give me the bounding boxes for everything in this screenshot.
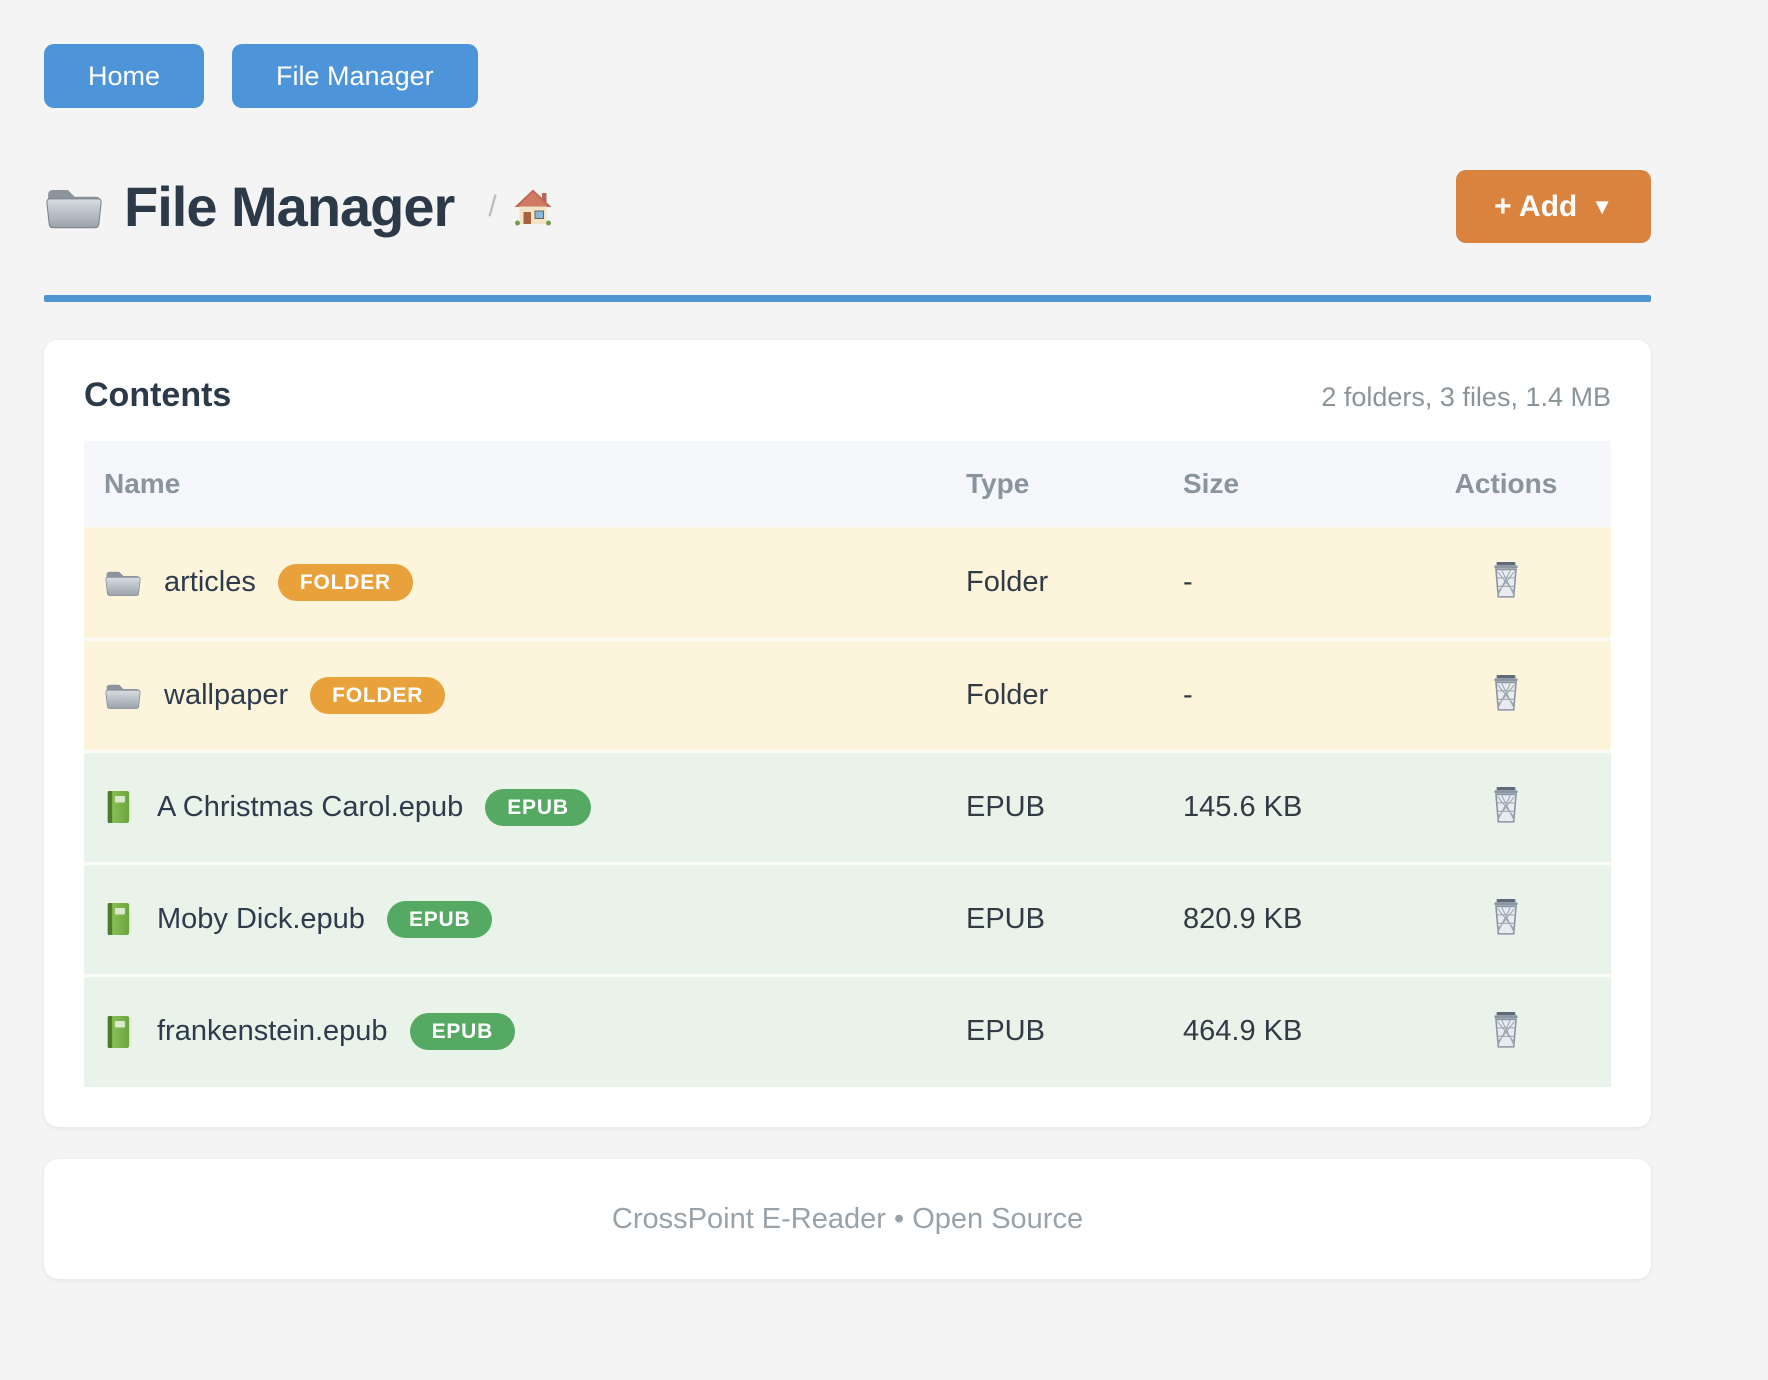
file-size: 820.9 KB [1163,861,1401,975]
page-header: File Manager / + Add ▼ [44,170,1651,243]
delete-button[interactable] [1485,782,1527,828]
book-icon [107,791,132,823]
file-type: Folder [946,637,1163,751]
table-row-moby-dick[interactable]: Moby Dick.epub EPUB EPUB 820.9 KB [84,861,1611,975]
page-container: Home File Manager File Manager / + Add [44,0,1651,1279]
footer-text: CrossPoint E-Reader • Open Source [611,1202,1084,1235]
breadcrumb: / [488,188,552,226]
trash-icon [1494,787,1518,823]
file-type: Folder [966,565,1049,598]
file-type: EPUB [946,973,1163,1087]
column-header-actions: Actions [1454,468,1558,499]
trash-icon [1494,899,1518,935]
file-name: Moby Dick.epub [157,902,365,935]
file-name: articles [164,565,256,598]
file-size: - [1163,637,1401,751]
epub-badge: EPUB [485,788,591,826]
book-icon [107,1015,132,1048]
trash-icon [1494,562,1518,598]
add-button-label: + Add [1494,189,1578,223]
trash-icon [1494,1011,1518,1048]
top-nav: Home File Manager [44,0,1651,108]
file-size: 464.9 KB [1163,973,1401,1087]
contents-heading: Contents [84,376,232,414]
file-name: wallpaper [164,678,289,711]
add-button[interactable]: + Add ▼ [1456,170,1651,243]
delete-button[interactable] [1485,1007,1527,1053]
column-header-name: Name [104,468,181,499]
table-header-row: Name Type Size Actions [84,441,1611,527]
file-name: A Christmas Carol.epub [157,790,464,823]
table-row-articles[interactable]: articles FOLDER Folder - [84,527,1611,639]
home-button[interactable]: Home [44,44,205,108]
file-size: 145.6 KB [1163,749,1401,863]
contents-summary: 2 folders, 3 files, 1.4 MB [1321,382,1611,412]
folder-icon [105,684,141,709]
epub-badge: EPUB [409,1013,516,1051]
file-name: frankenstein.epub [157,1015,388,1048]
table-row-frankenstein[interactable]: frankenstein.epub EPUB EPUB 464.9 KB [84,973,1611,1087]
delete-button[interactable] [1485,894,1527,940]
folder-icon [105,571,141,596]
book-icon [107,903,132,935]
file-type: EPUB [946,749,1163,863]
folder-icon [46,189,102,228]
house-icon[interactable] [513,188,553,226]
chevron-down-icon: ▼ [1591,193,1613,219]
trash-icon [1494,675,1518,711]
folder-badge: FOLDER [277,563,413,601]
column-header-type: Type [966,468,1030,499]
table-row-christmas-carol[interactable]: A Christmas Carol.epub EPUB EPUB 145.6 K… [84,749,1611,863]
contents-card: Contents 2 folders, 3 files, 1.4 MB Name… [44,340,1651,1127]
file-type: EPUB [946,861,1163,975]
table-row-wallpaper[interactable]: wallpaper FOLDER Folder - [84,637,1611,751]
page-title: File Manager [124,175,455,238]
title-divider [44,295,1651,302]
column-header-size: Size [1183,468,1240,499]
footer-card: CrossPoint E-Reader • Open Source [44,1159,1651,1279]
folder-badge: FOLDER [310,676,446,714]
epub-badge: EPUB [386,900,493,938]
file-table: Name Type Size Actions articles [84,441,1611,1087]
file-size: - [1183,565,1193,598]
contents-card-header: Contents 2 folders, 3 files, 1.4 MB [84,376,1611,415]
delete-button[interactable] [1485,557,1527,603]
delete-button[interactable] [1485,670,1527,716]
file-manager-button[interactable]: File Manager [232,44,478,108]
breadcrumb-separator: / [488,189,497,223]
